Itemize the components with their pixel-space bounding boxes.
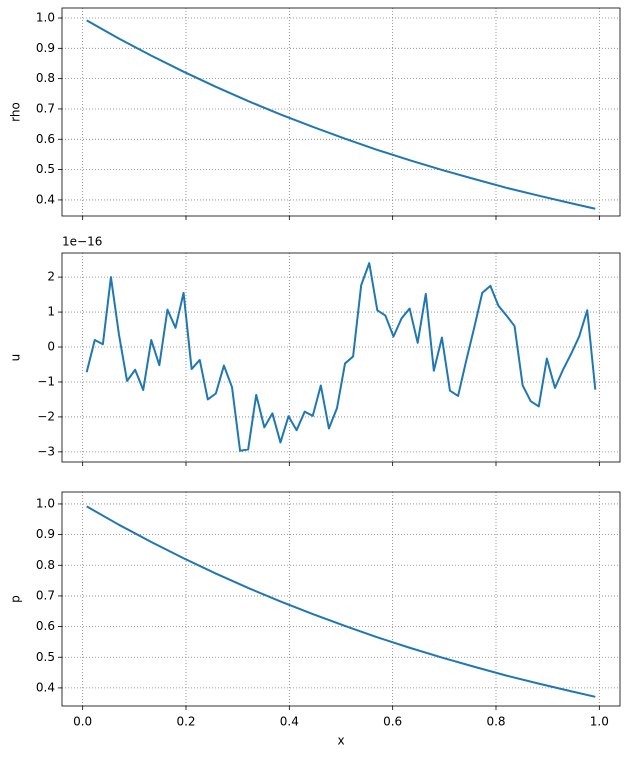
axes-frame [61,252,621,463]
y-tick-label: 0.5 [36,650,55,664]
x-axis-label: x [337,734,344,748]
offset-label: 1e−16 [62,235,102,249]
y-tick-label: 0.7 [36,101,55,115]
axes-frame [61,491,621,707]
x-tick-label: 0.8 [486,715,505,729]
y-tick-label: 0.5 [36,162,55,176]
x-tick-label: 1.0 [590,715,609,729]
y-tick-label: 0.9 [36,527,55,541]
y-tick-label: 0.7 [36,588,55,602]
y-tick-label: 0 [47,340,55,354]
x-tick-label: 0.4 [280,715,299,729]
x-tick-label: 0.0 [73,715,92,729]
data-line [86,19,596,210]
y-tick-label: 0.6 [36,619,55,633]
y-tick-label: 2 [47,270,55,284]
y-tick-label: −3 [37,444,55,458]
y-tick-label: 0.8 [36,558,55,572]
y-axis-label: p [9,595,23,603]
y-tick-label: 0.4 [36,680,55,694]
y-tick-label: 0.6 [36,132,55,146]
y-tick-label: −1 [37,374,55,388]
y-tick-label: 0.9 [36,41,55,55]
y-axis-label: u [9,354,23,362]
x-tick-label: 0.2 [176,715,195,729]
y-tick-label: 0.8 [36,71,55,85]
y-tick-label: 0.4 [36,192,55,206]
data-line [85,262,597,452]
axes-frame [61,7,621,217]
y-axis-label: rho [9,102,23,122]
x-tick-label: 0.6 [383,715,402,729]
y-tick-label: 1.0 [36,11,55,25]
y-tick-label: 1.0 [36,496,55,510]
data-line [86,505,596,698]
y-tick-label: −2 [37,409,55,423]
y-tick-label: 1 [47,305,55,319]
